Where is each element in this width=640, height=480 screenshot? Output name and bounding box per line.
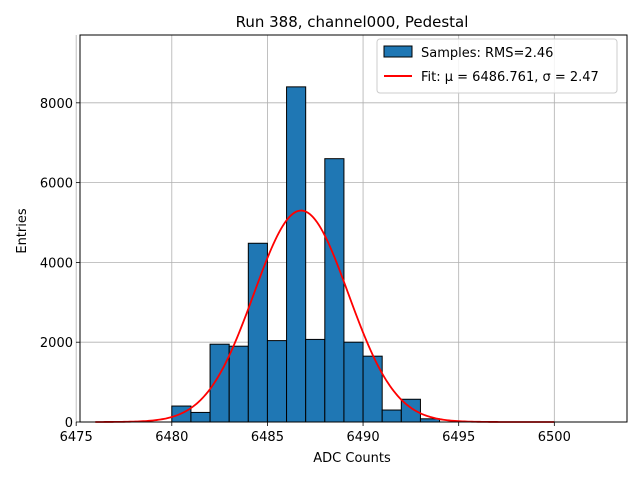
y-tick-label: 4000 (40, 256, 73, 271)
histogram-bar (266, 340, 288, 423)
x-tick-label: 6500 (538, 430, 571, 445)
histogram-bar (343, 341, 364, 423)
histogram-bar (209, 343, 230, 423)
chart-title: Run 388, channel000, Pedestal (236, 13, 469, 31)
x-tick-label: 6475 (60, 430, 93, 445)
histogram-bar (247, 242, 268, 423)
y-tick-label: 6000 (40, 177, 73, 192)
x-axis-ticks: 6475 6480 6485 6490 6495 6500 (60, 422, 571, 445)
y-axis-ticks: 0 2000 4000 6000 8000 (40, 97, 80, 431)
histogram-bar (305, 338, 326, 423)
legend: Samples: RMS=2.46 Fit: μ = 6486.761, σ =… (376, 38, 618, 94)
histogram-bar (190, 411, 211, 423)
x-tick-label: 6485 (251, 430, 284, 445)
histogram-bar (362, 355, 383, 423)
histogram-bar (381, 409, 402, 423)
histogram-bar (286, 86, 307, 423)
x-tick-label: 6490 (347, 430, 380, 445)
x-axis-label: ADC Counts (313, 451, 391, 466)
y-tick-label: 0 (65, 416, 73, 431)
x-tick-label: 6480 (155, 430, 188, 445)
legend-histogram-label: Samples: RMS=2.46 (421, 46, 553, 61)
histogram-bars (171, 86, 441, 423)
legend-histogram-swatch (383, 45, 413, 58)
histogram-bar (228, 345, 249, 423)
y-tick-label: 8000 (40, 97, 73, 112)
histogram-bar (324, 158, 345, 423)
x-tick-label: 6495 (442, 430, 475, 445)
legend-fit-label: Fit: μ = 6486.761, σ = 2.47 (421, 70, 599, 85)
legend-box (376, 38, 618, 94)
y-axis-label: Entries (15, 208, 30, 254)
plot-frame (79, 34, 628, 423)
y-tick-label: 2000 (40, 336, 73, 351)
